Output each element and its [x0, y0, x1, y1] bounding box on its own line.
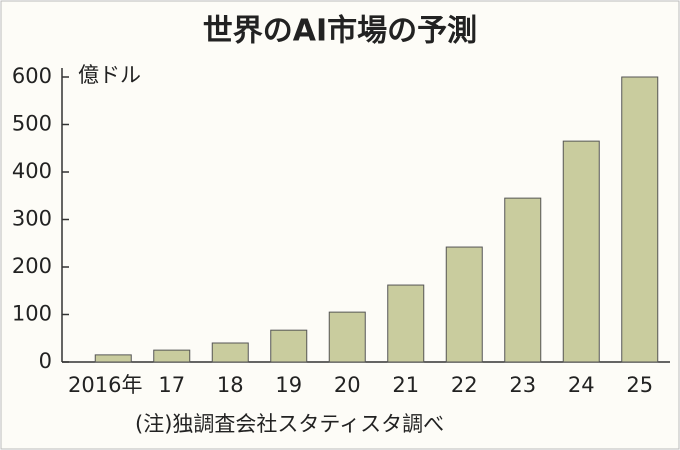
y-tick-label: 0 — [39, 349, 52, 373]
bar — [445, 246, 483, 363]
y-tick-label: 200 — [12, 254, 52, 278]
bar — [153, 349, 191, 363]
x-tick-label: 19 — [275, 373, 302, 397]
unit-label: 億ドル — [78, 63, 141, 87]
x-tick-label: 21 — [392, 373, 419, 397]
bar — [94, 354, 132, 363]
y-tick-label: 400 — [12, 159, 52, 183]
y-tick-label: 100 — [12, 302, 52, 326]
x-tick-label: 22 — [451, 373, 478, 397]
bar — [211, 342, 249, 363]
bar — [621, 76, 659, 363]
x-tick-label: 18 — [217, 373, 244, 397]
note: (注)独調査会社スタティスタ調べ — [135, 412, 444, 436]
bar — [328, 311, 366, 363]
x-tick-label: 17 — [158, 373, 185, 397]
x-tick-label: 23 — [509, 373, 536, 397]
y-tick-label: 500 — [12, 112, 52, 136]
bar — [504, 197, 542, 363]
y-tick-label: 600 — [12, 64, 52, 88]
bar — [562, 140, 600, 363]
bar — [387, 284, 425, 363]
x-tick-label: 20 — [334, 373, 361, 397]
x-tick-label: 25 — [626, 373, 653, 397]
y-tick-label: 300 — [12, 207, 52, 231]
bar — [270, 329, 308, 363]
x-tick-label: 2016年 — [68, 373, 142, 397]
chart-title: 世界のAI市場の予測 — [203, 14, 477, 49]
x-tick-label: 24 — [568, 373, 595, 397]
